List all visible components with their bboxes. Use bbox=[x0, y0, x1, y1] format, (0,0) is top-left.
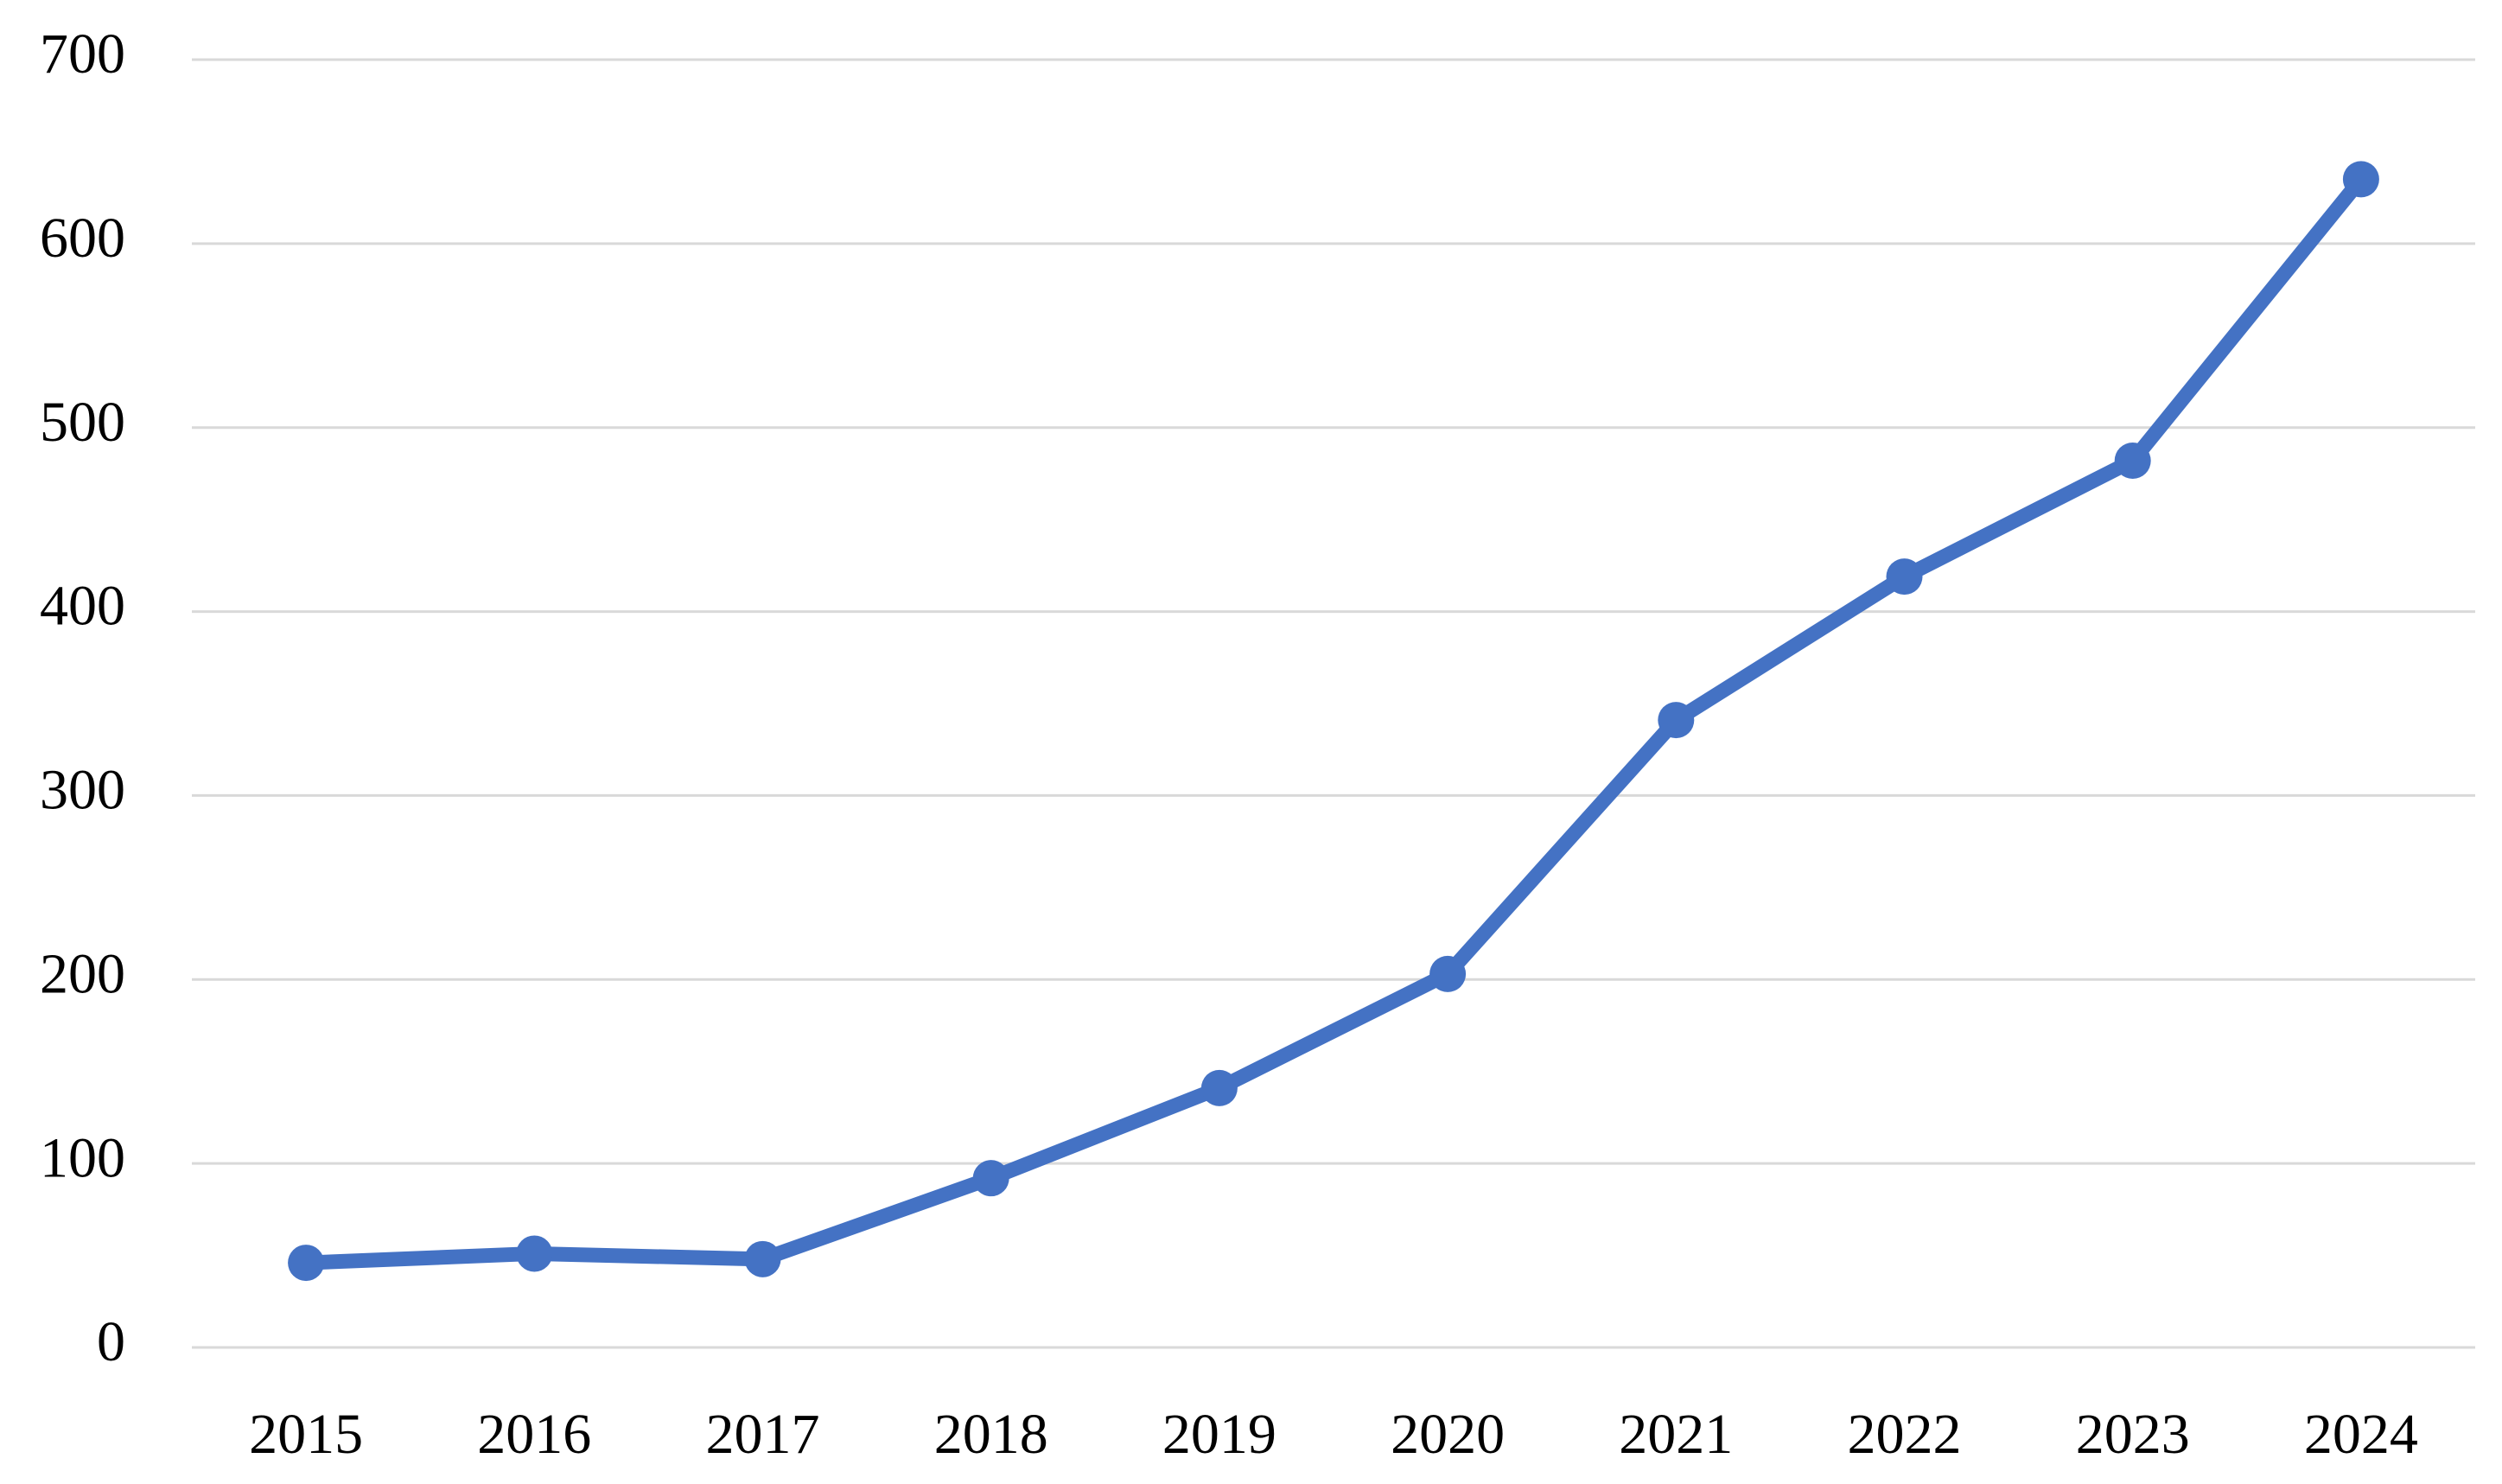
x-tick-label: 2022 bbox=[1848, 1403, 1962, 1466]
x-tick-label: 2021 bbox=[1619, 1403, 1733, 1466]
data-point bbox=[1200, 1069, 1238, 1106]
x-tick-label: 2023 bbox=[2076, 1403, 2190, 1466]
data-point bbox=[1429, 955, 1467, 992]
data-point bbox=[288, 1245, 325, 1282]
x-tick-label: 2024 bbox=[2304, 1403, 2418, 1466]
y-tick-label: 400 bbox=[40, 575, 125, 638]
y-tick-label: 600 bbox=[40, 207, 125, 270]
x-tick-label: 2017 bbox=[706, 1403, 820, 1466]
y-tick-label: 700 bbox=[40, 22, 125, 86]
data-point bbox=[516, 1235, 553, 1272]
data-point bbox=[972, 1160, 1009, 1197]
y-tick-label: 500 bbox=[40, 391, 125, 454]
data-point bbox=[2342, 161, 2379, 198]
data-point bbox=[1658, 702, 1695, 739]
data-point bbox=[1886, 558, 1923, 596]
x-tick-label: 2016 bbox=[477, 1403, 591, 1466]
y-tick-label: 200 bbox=[40, 942, 125, 1005]
y-tick-label: 300 bbox=[40, 759, 125, 822]
data-point bbox=[2114, 443, 2151, 480]
data-line bbox=[305, 175, 2367, 1271]
x-tick-label: 2020 bbox=[1391, 1403, 1505, 1466]
y-tick-label: 0 bbox=[97, 1310, 125, 1373]
x-tick-label: 2015 bbox=[249, 1403, 363, 1466]
x-tick-label: 2019 bbox=[1162, 1403, 1276, 1466]
x-tick-label: 2018 bbox=[934, 1403, 1048, 1466]
data-point bbox=[744, 1240, 781, 1277]
y-tick-label: 100 bbox=[40, 1126, 125, 1189]
